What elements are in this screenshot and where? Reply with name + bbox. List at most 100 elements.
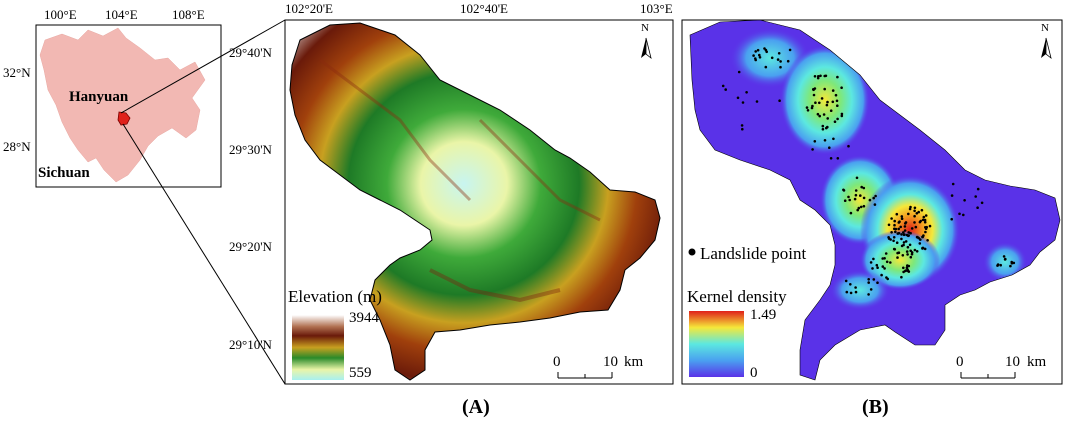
- landslide-point: [779, 65, 782, 69]
- landslide-point: [913, 214, 916, 218]
- scale-unit-a: km: [624, 354, 644, 370]
- hanyuan-elevation-shape: [289, 22, 661, 381]
- landslide-point: [867, 293, 870, 296]
- density-legend-min: 0: [750, 365, 758, 381]
- landslide-point: [843, 199, 847, 202]
- landslide-point: [840, 114, 844, 118]
- landslide-point: [835, 99, 839, 103]
- panel-a-lon-tick: 102°40'E: [460, 1, 508, 16]
- landslide-point: [893, 248, 897, 251]
- landslide-point: [819, 74, 822, 78]
- landslide-point: [859, 194, 862, 197]
- landslide-point: [900, 237, 903, 241]
- panel-a-lat-tick: 29°30'N: [229, 142, 272, 157]
- landslide-point: [921, 235, 924, 239]
- landslide-point: [974, 195, 977, 198]
- landslide-point: [924, 230, 927, 234]
- landslide-point: [902, 270, 905, 274]
- connector-line-top: [120, 19, 286, 114]
- landslide-point: [826, 125, 829, 129]
- inset-lat-tick: 28°N: [3, 139, 31, 154]
- scale-unit-b: km: [1027, 354, 1047, 370]
- landslide-point: [872, 278, 876, 281]
- landslide-point: [889, 261, 892, 264]
- density-legend-bar: [689, 311, 744, 377]
- landslide-point: [928, 224, 932, 228]
- landslide-point: [872, 257, 875, 261]
- landslide-point: [893, 227, 896, 231]
- scale-zero-b: 0: [956, 354, 964, 370]
- landslide-point: [902, 243, 905, 247]
- landslide-point: [860, 185, 863, 189]
- landslide-point: [881, 257, 884, 260]
- landslide-point: [884, 252, 888, 255]
- landslide-point: [906, 253, 909, 256]
- landslide-point: [740, 124, 744, 127]
- landslide-point: [976, 206, 979, 209]
- landslide-point: [899, 225, 902, 229]
- landslide-point: [823, 74, 826, 78]
- landslide-point: [849, 291, 853, 295]
- landslide-point: [887, 236, 890, 239]
- landslide-point: [894, 230, 897, 234]
- inset-lat-tick: 32°N: [3, 65, 31, 80]
- landslide-point: [951, 182, 955, 186]
- scale-ten-b: 10: [1005, 354, 1020, 370]
- landslide-point: [925, 225, 928, 229]
- landslide-point: [914, 225, 918, 229]
- landslide-point: [856, 208, 859, 212]
- landslide-point: [913, 209, 916, 213]
- landslide-point: [736, 96, 740, 100]
- panel-label-a: (A): [462, 396, 490, 418]
- landslide-point: [833, 120, 837, 123]
- ridge-line: [429, 268, 561, 303]
- panel-a-lat-tick: 29°40'N: [229, 45, 272, 60]
- landslide-point: [898, 220, 901, 223]
- landslide-point: [871, 267, 874, 270]
- landslide-point: [741, 127, 744, 131]
- place-label-hanyuan: Hanyuan: [69, 89, 129, 105]
- landslide-point: [903, 225, 907, 228]
- landslide-point: [745, 91, 748, 94]
- panel-a-lat-tick: 29°10'N: [229, 337, 272, 352]
- landslide-point: [1004, 257, 1007, 261]
- landslide-point: [754, 58, 757, 62]
- landslide-point: [857, 206, 861, 210]
- landslide-point: [859, 205, 863, 209]
- panel-a-lon-tick: 103°E: [640, 1, 673, 16]
- landslide-point: [849, 211, 853, 215]
- landslide-point: [883, 257, 886, 260]
- landslide-point: [778, 99, 781, 102]
- landslide-point: [913, 206, 917, 210]
- north-arrow-a: [641, 37, 652, 60]
- landslide-point: [887, 223, 891, 227]
- landslide-point: [896, 256, 899, 259]
- landslide-point: [845, 290, 849, 294]
- landslide-point: [902, 231, 905, 234]
- landslide-point: [999, 263, 1002, 267]
- landslide-point: [875, 263, 879, 267]
- scale-ten-a: 10: [603, 354, 618, 370]
- landslide-point: [868, 198, 872, 202]
- landslide-point: [923, 247, 927, 251]
- landslide-point: [904, 240, 908, 243]
- landslide-point: [853, 197, 857, 201]
- landslide-point: [849, 283, 852, 286]
- elevation-legend-min: 559: [349, 365, 372, 381]
- landslide-point: [832, 137, 835, 141]
- landslide-point: [724, 88, 727, 91]
- landslide-point: [867, 281, 870, 284]
- landslide-point: [754, 50, 757, 53]
- landslide-point: [900, 275, 903, 279]
- landslide-point: [829, 109, 833, 112]
- landslide-point: [950, 217, 953, 221]
- landslide-point: [921, 246, 924, 250]
- landslide-point: [825, 103, 829, 107]
- landslide-point: [980, 201, 984, 205]
- landslide-point: [854, 193, 858, 197]
- landslide-point: [976, 187, 980, 191]
- landslide-point: [842, 188, 845, 192]
- landslide-point: [776, 58, 780, 61]
- density-legend-title: Kernel density: [687, 287, 787, 306]
- landslide-point: [826, 100, 829, 104]
